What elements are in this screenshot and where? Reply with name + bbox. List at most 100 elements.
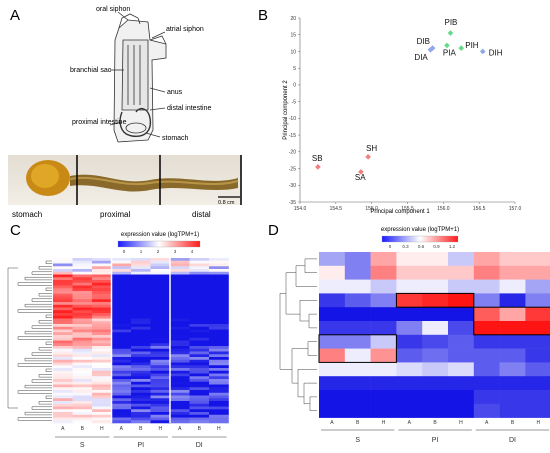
heatmap-c-cell <box>170 348 190 352</box>
heatmap-c-cell <box>111 307 132 311</box>
dendrogram-c-branch <box>45 341 52 345</box>
heatmap-c-cell <box>189 343 210 347</box>
heatmap-d <box>318 252 550 418</box>
heatmap-c-cell <box>131 263 151 267</box>
heatmap-c-cell <box>72 368 93 372</box>
dendrogram-c-branch <box>45 260 52 264</box>
heatmap-d-cell <box>396 265 423 280</box>
heatmap-c-cell <box>189 296 210 300</box>
pca-x-tick-label: 155.0 <box>365 206 378 212</box>
heatmap-c-cell <box>170 357 190 361</box>
heatmap-c-cell <box>170 282 190 286</box>
heatmap-c-cell <box>53 282 73 286</box>
heatmap-c-cell <box>170 417 190 421</box>
label-distal-intestine: distal intestine <box>167 105 211 112</box>
heatmap-c-cell <box>53 343 73 347</box>
heatmap-c-cell <box>189 373 210 377</box>
heatmap-c-cell <box>111 310 132 314</box>
heatmap-d-cell <box>370 307 397 322</box>
heatmap-c-cell <box>170 351 190 355</box>
heatmap-c-cell <box>131 296 151 300</box>
column-label: H <box>100 426 104 432</box>
heatmap-c-cell <box>131 409 151 413</box>
heatmap-d-cell <box>344 403 371 418</box>
heatmap-d-cell <box>473 307 500 322</box>
heatmap-d-cell <box>319 334 346 349</box>
heatmap-d-cell <box>448 403 475 418</box>
heatmap-c-cell <box>150 277 171 281</box>
dendrogram-c-branch <box>17 417 52 421</box>
heatmap-c-cell <box>72 324 93 328</box>
heatmap-c-cell <box>189 362 210 366</box>
heatmap-c-cell <box>209 340 229 344</box>
heatmap-c-cell <box>72 414 93 418</box>
heatmap-d-cell <box>448 376 475 391</box>
heatmap-c-cell <box>92 379 112 383</box>
heatmap-d-cell <box>344 348 371 363</box>
heatmap-c-cell <box>92 384 112 388</box>
heatmap-c-cell <box>111 376 132 380</box>
heatmap-c-cell <box>53 302 73 306</box>
heatmap-c-cell <box>150 280 171 284</box>
heatmap-c-cell <box>150 390 171 394</box>
heatmap-c-cell <box>131 354 151 358</box>
column-label: H <box>459 420 463 426</box>
heatmap-d-cell <box>319 279 346 294</box>
heatmap-c-cell <box>150 392 171 396</box>
heatmap-c-cell <box>150 359 171 363</box>
heatmap-c-cell <box>111 354 132 358</box>
heatmap-c-cell <box>111 318 132 322</box>
heatmap-d-cell <box>473 362 500 377</box>
label-oral-siphon: oral siphon <box>96 6 130 13</box>
heatmap-c-cell <box>170 420 190 424</box>
dendrogram-c-branch <box>38 293 52 297</box>
heatmap-c-cell <box>150 362 171 366</box>
heatmap-c-cell <box>170 354 190 358</box>
heatmap-d-cell <box>499 334 526 349</box>
heatmap-c-cell <box>209 274 229 278</box>
heatmap-c-cell <box>189 326 210 330</box>
heatmap-c-cell <box>131 337 151 341</box>
heatmap-c-cell <box>111 304 132 308</box>
heatmap-c-cell <box>92 420 112 424</box>
heatmap-c-cell <box>209 420 229 424</box>
heatmap-c-cell <box>92 401 112 405</box>
heatmap-c-cell <box>53 329 73 333</box>
heatmap-c-cell <box>209 258 229 262</box>
heatmap-c-cell <box>92 282 112 286</box>
heatmap-c-cell <box>92 417 112 421</box>
heatmap-c-cell <box>150 376 171 380</box>
photo-label-distal: distal <box>192 210 211 219</box>
heatmap-c-cell <box>170 271 190 275</box>
column-label: B <box>198 426 202 432</box>
heatmap-d-cell <box>525 252 550 267</box>
heatmap-c-cell <box>92 299 112 303</box>
heatmap-c-cell <box>209 357 229 361</box>
heatmap-d-cell <box>499 307 526 322</box>
heatmap-c-cell <box>72 274 93 278</box>
heatmap-c-cell <box>170 343 190 347</box>
heatmap-c-cell <box>209 343 229 347</box>
dendrogram-d <box>279 258 317 411</box>
heatmap-c-cell <box>53 274 73 278</box>
heatmap-c-cell <box>150 266 171 270</box>
pca-y-tick-label: -25 <box>289 166 296 172</box>
heatmap-d-cell <box>422 348 449 363</box>
heatmap-c-cell <box>92 269 112 273</box>
heatmap-c-cell <box>189 395 210 399</box>
dendrogram-c-branch <box>31 406 52 410</box>
heatmap-c-cell <box>170 335 190 339</box>
heatmap-c-cell <box>150 282 171 286</box>
heatmap-c-cell <box>150 335 171 339</box>
heatmap-c-cell <box>92 274 112 278</box>
heatmap-c-cell <box>189 351 210 355</box>
heatmap-c-cell <box>72 354 93 358</box>
heatmap-d-cell <box>499 403 526 418</box>
heatmap-d-cell <box>525 348 550 363</box>
dendrogram-c-branch <box>24 384 52 389</box>
heatmap-c-cell <box>53 277 73 281</box>
pca-point-label: PIB <box>445 18 458 27</box>
heatmap-c-cell <box>53 299 73 303</box>
heatmap-c-cell <box>209 318 229 322</box>
heatmap-c-cell <box>92 332 112 336</box>
